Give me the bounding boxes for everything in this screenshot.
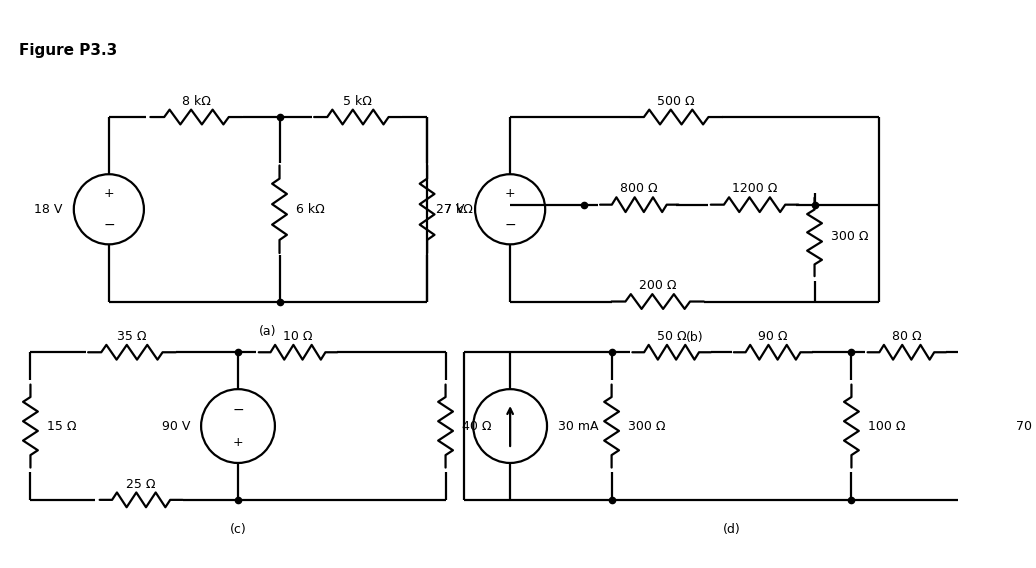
Text: +: + — [233, 436, 243, 449]
Text: 15 Ω: 15 Ω — [47, 420, 77, 433]
Text: 200 Ω: 200 Ω — [639, 279, 677, 293]
Text: (c): (c) — [230, 523, 247, 536]
Text: 5 kΩ: 5 kΩ — [344, 95, 372, 108]
Text: 90 V: 90 V — [162, 420, 190, 433]
Text: 100 Ω: 100 Ω — [868, 420, 905, 433]
Text: 30 mA: 30 mA — [558, 420, 599, 433]
Text: 6 kΩ: 6 kΩ — [296, 203, 325, 216]
Text: 800 Ω: 800 Ω — [621, 182, 658, 195]
Text: 18 V: 18 V — [34, 203, 63, 216]
Text: 1200 Ω: 1200 Ω — [731, 182, 777, 195]
Text: 8 kΩ: 8 kΩ — [182, 95, 211, 108]
Text: 70 Ω: 70 Ω — [1015, 420, 1036, 433]
Text: (b): (b) — [686, 331, 703, 344]
Text: 27 V: 27 V — [435, 203, 464, 216]
Text: 40 Ω: 40 Ω — [462, 420, 492, 433]
Text: 10 Ω: 10 Ω — [283, 330, 313, 343]
Text: 300 Ω: 300 Ω — [831, 231, 868, 244]
Text: Figure P3.3: Figure P3.3 — [20, 43, 118, 59]
Text: +: + — [505, 187, 516, 200]
Text: −: − — [232, 403, 243, 416]
Text: 80 Ω: 80 Ω — [892, 330, 922, 343]
Text: +: + — [104, 187, 114, 200]
Text: 7 kΩ: 7 kΩ — [443, 203, 472, 216]
Text: (a): (a) — [259, 324, 277, 337]
Text: (d): (d) — [723, 523, 741, 536]
Text: 90 Ω: 90 Ω — [758, 330, 787, 343]
Text: −: − — [505, 218, 516, 232]
Text: 500 Ω: 500 Ω — [658, 95, 695, 108]
Text: 35 Ω: 35 Ω — [117, 330, 147, 343]
Text: −: − — [103, 218, 115, 232]
Text: 25 Ω: 25 Ω — [126, 478, 155, 491]
Text: 300 Ω: 300 Ω — [628, 420, 666, 433]
Text: 50 Ω: 50 Ω — [657, 330, 687, 343]
